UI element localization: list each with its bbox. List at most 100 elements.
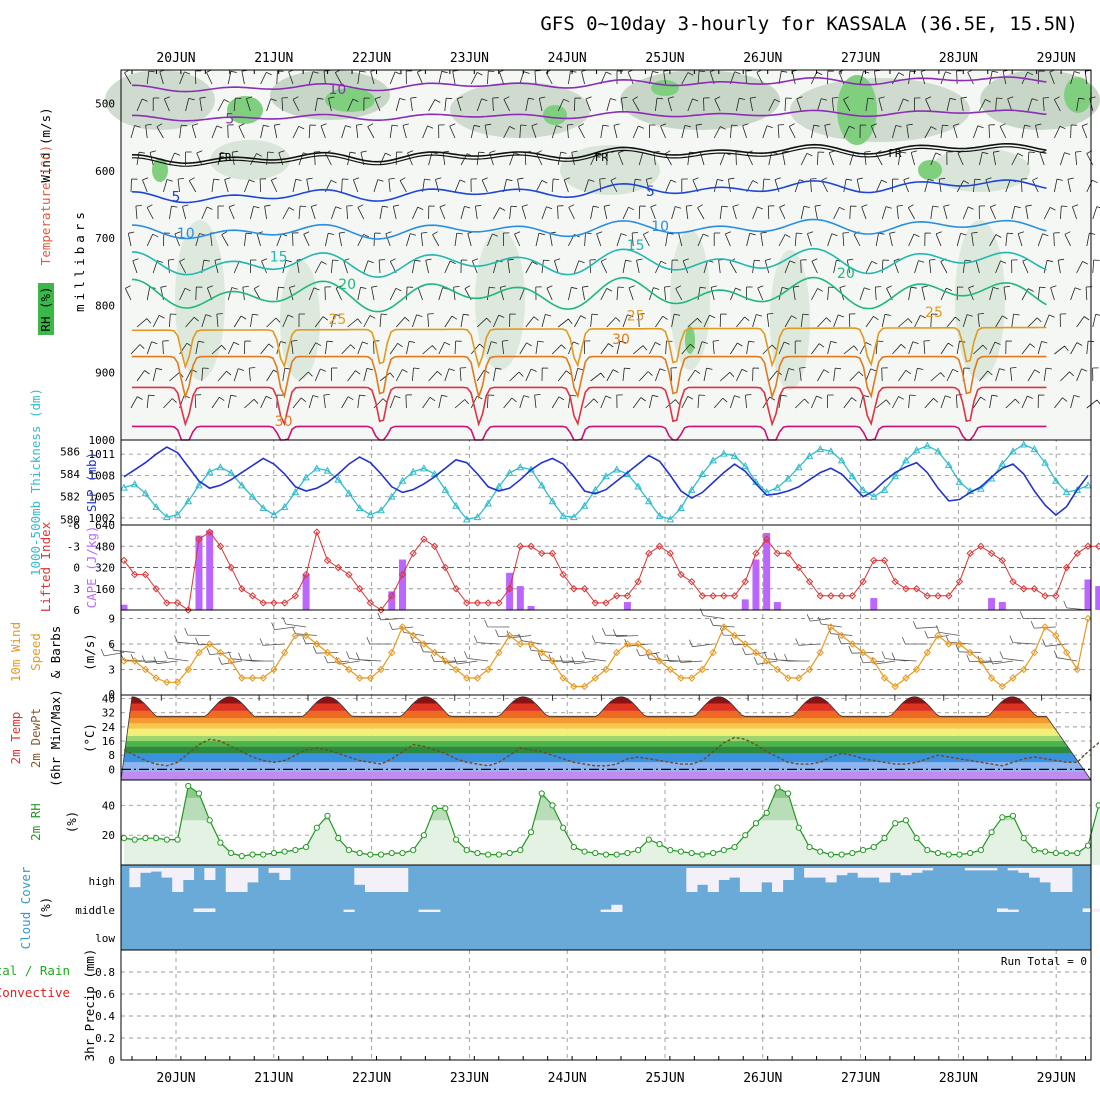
high-cloud-clear	[911, 868, 923, 873]
rh2m-marker	[549, 802, 556, 809]
rh2m-marker	[324, 812, 331, 819]
cape-bar	[870, 598, 878, 610]
date-label-top: 20JUN	[156, 51, 195, 66]
thickness-marker	[880, 485, 889, 493]
wind10-speed-marker	[323, 648, 332, 657]
rh2m-area-high	[124, 786, 1091, 798]
wind10-speed-marker	[463, 674, 471, 682]
lifted-index-marker	[259, 599, 267, 607]
rh2m-marker	[967, 849, 974, 857]
lifted-index-marker	[987, 549, 996, 558]
lifted-index-marker	[1020, 585, 1028, 593]
thickness-marker	[216, 463, 225, 471]
rh-legend-swatch	[38, 283, 54, 335]
wind10-speed-marker	[152, 674, 160, 682]
wind10-speed-marker	[259, 674, 267, 682]
mid-cloud-clear	[1093, 908, 1100, 912]
isotherm-line	[132, 143, 1047, 165]
isotherm-label: 15	[627, 238, 645, 254]
wind10-speed-marker	[720, 623, 728, 631]
panel-frames	[120, 69, 1092, 1061]
thickness-marker	[869, 492, 878, 500]
thickness-marker	[548, 497, 557, 505]
thickness-marker	[163, 513, 171, 521]
wind10-speed-marker	[848, 640, 857, 648]
lifted-index-marker	[762, 535, 771, 543]
rh2m-marker	[388, 849, 395, 857]
rh2m-marker	[174, 836, 181, 843]
thickness-marker	[227, 468, 235, 476]
lifted-index-marker	[773, 549, 782, 558]
wind10-speed-marker	[398, 623, 407, 631]
wind10-tick: 9	[108, 613, 115, 626]
thickness-marker	[784, 474, 792, 482]
thickness-marker	[773, 483, 782, 491]
rh2m-marker	[784, 790, 792, 797]
thickness-marker	[698, 469, 707, 477]
pressure-tick: 1000	[89, 434, 116, 447]
rh2m-marker	[410, 846, 417, 854]
rh2m-marker	[163, 836, 170, 843]
wind-axis-label: Wind (m/s)	[38, 107, 53, 182]
wind10-speed-marker	[527, 640, 535, 648]
rh2m-line	[123, 784, 1100, 857]
date-label-bottom: 22JUN	[352, 1071, 391, 1086]
rh2m-marker	[292, 846, 299, 854]
wind10-speed-marker	[131, 657, 139, 665]
rh2m-marker	[581, 848, 588, 855]
thickness-marker	[141, 489, 150, 497]
rh2m-marker	[570, 844, 577, 851]
wind10-speed-marker	[302, 631, 310, 640]
rh2m-marker	[806, 844, 813, 851]
rh2m-marker	[913, 835, 920, 842]
rh2m-marker	[153, 835, 160, 842]
lifted-index-marker	[195, 535, 203, 543]
rh2m-marker	[795, 824, 802, 831]
high-cloud-clear	[172, 868, 184, 892]
thickness-marker	[741, 462, 750, 470]
high-cloud-clear	[204, 868, 216, 880]
cape-bar	[388, 591, 396, 610]
isotherm-label: 25	[925, 305, 943, 321]
isotherm-line	[132, 355, 1047, 400]
lifted-index-marker	[1041, 592, 1049, 600]
wind10-speed-marker	[1030, 648, 1039, 657]
cape-label: CAPE (J/kg)	[84, 526, 99, 609]
date-label-top: 26JUN	[743, 51, 782, 66]
wind10-speed-marker	[430, 648, 439, 657]
lifted-index-marker	[334, 563, 342, 572]
thickness-marker	[709, 456, 717, 464]
date-label-top: 24JUN	[548, 51, 587, 66]
wind10-speed-marker	[987, 674, 996, 682]
wind10-speed-marker	[859, 648, 867, 657]
mid-cloud-clear	[418, 909, 430, 912]
cloud-middle-label: middle	[75, 904, 115, 917]
thickness-tick: 582	[60, 491, 80, 504]
lifted-index-marker	[645, 549, 653, 558]
rh2m-marker	[420, 832, 428, 839]
temp-outline	[120, 696, 1092, 781]
rh2m-marker	[131, 836, 138, 843]
temp-color-band	[121, 723, 1091, 729]
precip-tick: 0.4	[95, 1010, 115, 1023]
thickness-marker	[205, 467, 214, 475]
rh2m-marker	[120, 835, 128, 842]
rh2m-marker	[206, 817, 213, 824]
cape-tick: 320	[95, 562, 115, 575]
rh2m-marker	[560, 824, 567, 831]
rh2m-marker	[228, 849, 235, 857]
high-cloud-clear	[236, 868, 248, 892]
high-cloud-clear	[686, 868, 698, 892]
isotherm-label: 10	[651, 219, 669, 235]
thickness-marker	[859, 485, 867, 493]
isotherm-label: 25	[328, 312, 346, 328]
lifted-index-marker	[698, 592, 707, 600]
cape-bar	[398, 559, 406, 610]
temp-tick: 16	[102, 735, 115, 748]
rh2m-marker	[517, 846, 524, 854]
rh-shade	[475, 230, 525, 370]
wind10-speed-marker	[923, 648, 932, 657]
cloud-unit-label: (%)	[38, 897, 53, 920]
isotherm-line	[132, 326, 1047, 370]
date-label-top: 27JUN	[841, 51, 880, 66]
